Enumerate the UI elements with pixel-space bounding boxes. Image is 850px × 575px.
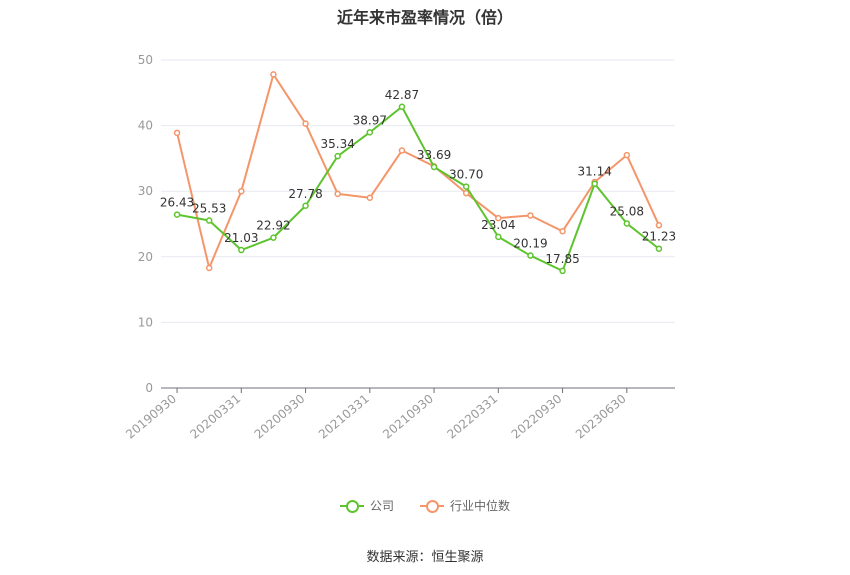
series-point-0	[238, 246, 245, 254]
series-point-0	[366, 129, 374, 136]
y-tick-label: 30	[138, 184, 153, 198]
series-line-0	[176, 105, 660, 272]
legend-marker-industry-icon	[420, 499, 444, 513]
y-tick-label: 0	[145, 381, 153, 395]
data-label: 20.19	[513, 237, 547, 251]
data-label: 30.70	[449, 168, 483, 182]
data-label: 17.85	[545, 252, 579, 266]
legend-item-company[interactable]: 公司	[339, 497, 394, 514]
chart-title: 近年来市盈率情况（倍）	[336, 8, 513, 27]
x-tick-label: 20190930	[123, 392, 179, 442]
data-label: 21.03	[224, 231, 258, 245]
data-label: 25.08	[610, 204, 644, 218]
series-point-0	[591, 180, 598, 187]
legend-marker-company-icon	[339, 499, 364, 513]
series-point-1	[495, 214, 502, 222]
series-line-1	[176, 73, 660, 269]
x-tick-label: 20230630	[573, 392, 629, 442]
series-point-1	[173, 129, 181, 137]
series-point-1	[559, 227, 566, 235]
series-point-0	[205, 217, 213, 224]
series-point-1	[205, 264, 213, 272]
series-point-1	[238, 187, 245, 195]
series-point-0	[623, 220, 631, 227]
legend-item-industry-median[interactable]: 行业中位数	[420, 497, 510, 514]
legend-label-company: 公司	[369, 499, 394, 513]
series-point-0	[655, 245, 663, 252]
series-point-0	[430, 163, 438, 171]
series-point-1	[302, 120, 309, 127]
series-point-1	[655, 222, 663, 229]
data-label: 23.04	[481, 218, 515, 232]
y-tick-label: 40	[138, 119, 153, 133]
series-point-1	[270, 71, 277, 78]
series-point-0	[270, 234, 277, 241]
legend-label-industry-median: 行业中位数	[450, 499, 511, 513]
data-label: 38.97	[353, 113, 387, 127]
series-point-1	[527, 212, 534, 219]
data-label: 21.23	[642, 230, 676, 244]
series-point-0	[398, 103, 406, 111]
series-point-0	[173, 211, 181, 218]
series-point-1	[623, 151, 631, 159]
y-axis: 0 10 20 30 40 50	[138, 53, 153, 395]
x-tick-label: 20220331	[444, 392, 500, 442]
series-point-1	[366, 194, 374, 202]
legend: 公司 行业中位数	[0, 497, 850, 514]
data-label: 22.92	[256, 219, 290, 233]
data-label: 25.53	[192, 202, 226, 216]
x-tick-label: 20200930	[252, 392, 308, 442]
data-source: 数据来源：恒生聚源	[366, 550, 484, 565]
y-tick-label: 50	[138, 53, 153, 67]
series-point-0	[302, 202, 309, 210]
series-point-0	[527, 252, 534, 259]
data-label: 33.69	[417, 148, 451, 162]
series-point-0	[559, 267, 566, 275]
x-tick-label: 20210930	[380, 392, 436, 442]
x-tick-label: 20210331	[316, 392, 372, 442]
series-point-1	[462, 189, 470, 197]
series-point-1	[398, 147, 406, 154]
series-point-0	[334, 152, 341, 160]
x-tick-label: 20220930	[509, 392, 565, 442]
y-tick-label: 20	[138, 250, 153, 264]
data-label: 35.34	[321, 137, 355, 151]
series-point-0	[462, 183, 470, 190]
data-label: 31.14	[578, 165, 612, 179]
x-axis: 20190930 20200331 20200930 20210331 20210930…	[123, 387, 675, 442]
data-label: 26.43	[160, 196, 194, 210]
y-tick-label: 10	[138, 315, 153, 329]
series-point-0	[495, 233, 502, 241]
series-group	[173, 71, 663, 275]
data-label: 27.78	[288, 187, 322, 201]
series-point-1	[334, 190, 341, 198]
x-tick-label: 20200331	[187, 392, 243, 442]
data-label: 42.87	[385, 88, 419, 102]
